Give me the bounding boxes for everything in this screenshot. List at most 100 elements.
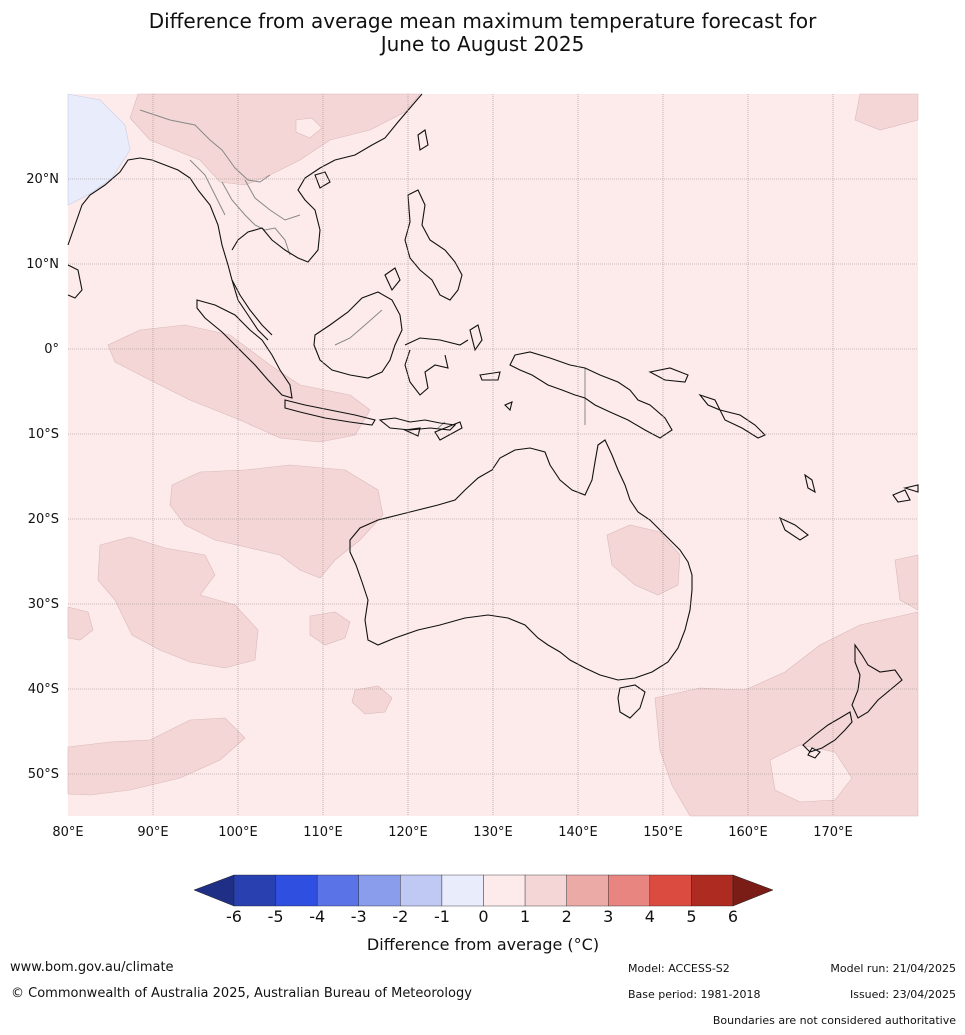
lon-label: 120°E — [388, 825, 428, 840]
colorbar-tick-label: -1 — [434, 907, 450, 926]
cool-region-arabian-sea — [67, 93, 131, 206]
colorbar-tick-label: 5 — [686, 907, 696, 926]
coast-sri-lanka — [67, 264, 83, 299]
coast-tasmania — [617, 684, 646, 719]
map-panel — [67, 93, 919, 817]
coast-philippines — [384, 189, 463, 301]
colorbar-segment — [691, 874, 734, 907]
coast-java — [284, 399, 376, 426]
colorbar-segment — [275, 874, 318, 907]
colorbar-segment — [233, 874, 276, 907]
colorbar-tick-label: 3 — [603, 907, 613, 926]
graticule — [68, 94, 918, 816]
latitude-axis: 20°N 10°N 0° 10°S 20°S 30°S 40°S 50°S — [26, 172, 59, 782]
map-title: Difference from average mean maximum tem… — [0, 10, 965, 56]
country-boundaries — [139, 109, 586, 429]
colorbar-segment — [524, 874, 567, 907]
border-myanmar — [189, 159, 226, 216]
coast-hainan — [314, 171, 331, 189]
warm-region-small-south — [351, 685, 393, 715]
lat-label: 0° — [44, 342, 59, 357]
colorbar-tick-label: 4 — [645, 907, 655, 926]
coast-australia — [349, 439, 693, 681]
colorbar-segments — [233, 874, 734, 907]
colorbar-tick-label: 1 — [520, 907, 530, 926]
border-borneo — [334, 309, 383, 346]
colorbar-tick-label: 0 — [478, 907, 488, 926]
pale-patch-south-china — [295, 117, 323, 139]
coast-india — [67, 157, 199, 246]
colorbar-tick-label: 6 — [728, 907, 738, 926]
warm-region-southern-ocean-west — [67, 717, 246, 796]
warm-region-pacific-northeast — [854, 93, 919, 131]
warm-region-pacific-east — [894, 554, 919, 611]
colorbar-extend-high-arrow — [732, 874, 774, 907]
model-name: Model: ACCESS-S2 — [628, 962, 730, 975]
coast-new-guinea — [509, 351, 673, 439]
warm-region-tasman-sea — [654, 611, 919, 817]
colorbar-tick-label: -5 — [268, 907, 284, 926]
lon-label: 130°E — [473, 825, 513, 840]
boundary-disclaimer: Boundaries are not considered authoritat… — [712, 1014, 956, 1027]
colorbar-tick-label: -6 — [226, 907, 242, 926]
colorbar-extend-low-arrow — [193, 874, 235, 907]
coastlines — [67, 93, 919, 759]
coast-lesser-sunda — [378, 417, 463, 441]
lon-label: 110°E — [303, 825, 343, 840]
colorbar-segment — [566, 874, 609, 907]
lat-label: 10°N — [26, 257, 59, 272]
coast-sulawesi — [404, 337, 469, 396]
coast-new-zealand-north — [851, 643, 903, 719]
lon-label: 140°E — [558, 825, 598, 840]
colorbar-segment — [649, 874, 692, 907]
colorbar-ticks: -6 -5 -4 -3 -2 -1 0 1 2 3 4 5 6 — [226, 907, 738, 926]
border-mainland-asia-2 — [221, 181, 291, 256]
coast-vanuatu-new-caledonia — [778, 473, 816, 541]
colorbar: -6 -5 -4 -3 -2 -1 0 1 2 3 4 5 6 Difference from aver… — [193, 874, 774, 954]
colorbar-segment — [400, 874, 443, 907]
border-mainland-asia-3 — [244, 179, 301, 221]
title-line-2: June to August 2025 — [380, 32, 585, 56]
colorbar-segment — [358, 874, 401, 907]
coast-sumatra — [196, 299, 293, 399]
warm-region-south-of-australia — [309, 611, 351, 646]
coast-borneo — [313, 291, 403, 379]
border-mainland-asia-1 — [139, 109, 271, 183]
colorbar-segment — [441, 874, 484, 907]
website-link[interactable]: www.bom.gov.au/climate — [10, 960, 174, 975]
colorbar-tick-label: 2 — [562, 907, 572, 926]
lon-label: 80°E — [52, 825, 83, 840]
lon-label: 150°E — [643, 825, 683, 840]
warm-region-southern-indian-ocean — [97, 536, 259, 669]
coast-indochina — [197, 93, 423, 341]
pale-patches — [295, 117, 853, 803]
warm-region-queensland — [606, 524, 681, 596]
colorbar-label: Difference from average (°C) — [367, 935, 599, 954]
coast-malay-peninsula — [231, 279, 273, 336]
coast-moluccas — [469, 324, 513, 412]
lat-label: 10°S — [28, 427, 59, 442]
coast-taiwan — [417, 129, 429, 151]
colorbar-segment — [316, 874, 359, 907]
lat-label: 20°N — [26, 172, 59, 187]
warm-region-south-china — [129, 93, 421, 186]
coast-solomon-islands — [718, 409, 766, 439]
colorbar-tick-label: -4 — [309, 907, 325, 926]
lon-label: 90°E — [137, 825, 168, 840]
pale-patch-tasman — [769, 744, 853, 803]
copyright-notice: © Commonwealth of Australia 2025, Austra… — [11, 986, 472, 1001]
lon-label: 170°E — [813, 825, 853, 840]
lat-label: 50°S — [28, 767, 59, 782]
base-period: Base period: 1981-2018 — [628, 988, 761, 1001]
colorbar-segment — [483, 874, 526, 907]
lon-label: 160°E — [728, 825, 768, 840]
lat-label: 20°S — [28, 512, 59, 527]
lat-label: 40°S — [28, 682, 59, 697]
warm-region-far-west — [67, 606, 94, 641]
colorbar-segment — [608, 874, 651, 907]
model-run-date: Model run: 21/04/2025 — [830, 962, 956, 975]
title-line-1: Difference from average mean maximum tem… — [148, 9, 817, 33]
lon-label: 100°E — [218, 825, 258, 840]
coast-new-zealand-south — [802, 711, 853, 759]
